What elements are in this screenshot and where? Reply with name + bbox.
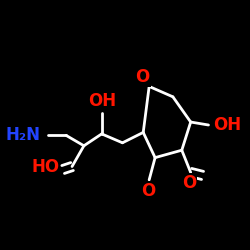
Text: HO: HO bbox=[32, 158, 60, 176]
Text: O: O bbox=[141, 182, 155, 200]
Text: OH: OH bbox=[213, 116, 241, 134]
Text: H₂N: H₂N bbox=[5, 126, 40, 144]
Text: O: O bbox=[182, 174, 196, 192]
Text: O: O bbox=[136, 68, 150, 86]
Text: OH: OH bbox=[88, 92, 116, 110]
